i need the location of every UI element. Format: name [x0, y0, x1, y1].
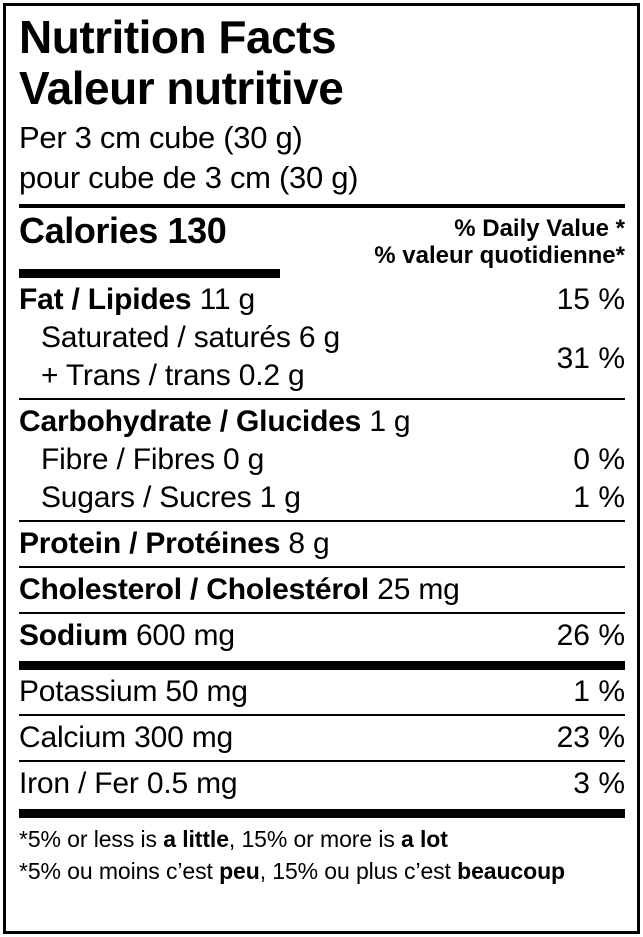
rule-below-calories — [19, 269, 280, 278]
cholesterol-name: Cholesterol / Cholestérol — [19, 573, 370, 606]
trans-amount: 0.2 g — [238, 359, 305, 392]
cholesterol-amount: 25 mg — [377, 573, 460, 606]
iron-label: Iron / Fer 0.5 mg — [19, 765, 238, 803]
nutrient-row-sodium: Sodium 600 mg 26 % — [19, 617, 625, 655]
fibre-label: Fibre / Fibres 0 g — [41, 441, 264, 479]
iron-daily-value: 3 % — [573, 767, 625, 800]
trans-label: + Trans / trans 0.2 g — [41, 357, 305, 395]
footnote-en-bold2: a lot — [401, 826, 448, 852]
sodium-name: Sodium — [19, 619, 128, 652]
nutrient-row-saturated: Saturated / saturés 6 g — [19, 319, 557, 357]
nutrient-row-potassium: Potassium 50 mg 1 % — [19, 673, 625, 711]
calcium-daily-value: 23 % — [556, 721, 625, 754]
protein-name: Protein / Protéines — [19, 527, 281, 560]
sugars-label: Sugars / Sucres 1 g — [41, 479, 301, 517]
carbohydrate-amount: 1 g — [369, 405, 411, 438]
rule-above-cholesterol — [19, 566, 625, 568]
protein-amount: 8 g — [288, 527, 330, 560]
rule-above-sodium — [19, 612, 625, 614]
saturated-name: Saturated / saturés — [41, 321, 291, 354]
sodium-label: Sodium 600 mg — [19, 617, 235, 655]
saturated-label: Saturated / saturés 6 g — [41, 319, 340, 357]
nutrient-row-sugars: Sugars / Sucres 1 g 1 % — [19, 479, 625, 517]
potassium-amount: 50 mg — [165, 675, 248, 708]
calcium-amount: 300 mg — [134, 721, 233, 754]
nutrient-row-carbohydrate: Carbohydrate / Glucides 1 g — [19, 403, 625, 441]
iron-name: Iron / Fer — [19, 767, 139, 800]
carbohydrate-label: Carbohydrate / Glucides 1 g — [19, 403, 411, 441]
footnote-fr-part2: , 15% ou plus c’est — [259, 858, 458, 884]
rule-major-after-sodium — [19, 661, 625, 670]
saturated-amount: 6 g — [298, 321, 340, 354]
nutrient-row-fat: Fat / Lipides 11 g — [19, 281, 557, 319]
serving-size-french: pour cube de 3 cm (30 g) — [19, 160, 359, 195]
rule-above-calcium — [19, 714, 625, 716]
serving-size-english: Per 3 cm cube (30 g) — [19, 120, 303, 155]
nutrient-row-calcium: Calcium 300 mg 23 % — [19, 719, 625, 757]
fibre-name: Fibre / Fibres — [41, 443, 215, 476]
calcium-name: Calcium — [19, 721, 126, 754]
daily-value-header-english: % Daily Value * — [454, 215, 625, 242]
footnote-fr-bold2: beaucoup — [457, 858, 565, 884]
trans-name: + Trans / trans — [41, 359, 231, 392]
daily-value-header: % Daily Value * % valeur quotidienne* — [374, 210, 625, 269]
rule-above-iron — [19, 760, 625, 762]
protein-label: Protein / Protéines 8 g — [19, 525, 330, 563]
carbohydrate-name: Carbohydrate / Glucides — [19, 405, 362, 438]
sodium-amount: 600 mg — [135, 619, 235, 652]
fibre-daily-value: 0 % — [573, 443, 625, 476]
iron-amount: 0.5 mg — [146, 767, 238, 800]
footnote-french: *5% ou moins c’est peu, 15% ou plus c’es… — [19, 855, 625, 887]
potassium-name: Potassium — [19, 675, 158, 708]
fibre-amount: 0 g — [223, 443, 265, 476]
panel-title-english: Nutrition Facts — [19, 11, 337, 63]
fat-daily-value: 15 % — [556, 283, 625, 316]
sugars-name: Sugars / Sucres — [41, 481, 252, 514]
fat-label: Fat / Lipides 11 g — [19, 281, 255, 319]
rule-above-footnotes — [19, 809, 625, 818]
fat-amount: 11 g — [199, 283, 256, 316]
rule-above-carbohydrate — [19, 398, 625, 400]
fat-name: Fat / Lipides — [19, 283, 192, 316]
footnote-en-part2: , 15% or more is — [228, 826, 402, 852]
sugars-amount: 1 g — [259, 481, 301, 514]
nutrient-row-protein: Protein / Protéines 8 g — [19, 525, 625, 563]
saturated-trans-daily-value: 31 % — [556, 342, 625, 375]
rule-above-calories — [19, 204, 625, 208]
cholesterol-label: Cholesterol / Cholestérol 25 mg — [19, 571, 460, 609]
footnote-fr-bold1: peu — [219, 858, 260, 884]
nutrient-row-cholesterol: Cholesterol / Cholestérol 25 mg — [19, 571, 625, 609]
nutrient-row-fibre: Fibre / Fibres 0 g 0 % — [19, 441, 625, 479]
potassium-label: Potassium 50 mg — [19, 673, 248, 711]
nutrient-row-iron: Iron / Fer 0.5 mg 3 % — [19, 765, 625, 803]
footnote-en-part1: *5% or less is — [19, 826, 164, 852]
calcium-label: Calcium 300 mg — [19, 719, 233, 757]
sugars-daily-value: 1 % — [573, 481, 625, 514]
footnote-en-bold1: a little — [163, 826, 229, 852]
calories-label: Calories 130 — [19, 210, 227, 251]
nutrient-row-trans: + Trans / trans 0.2 g — [19, 357, 557, 395]
panel-title-french: Valeur nutritive — [19, 62, 344, 114]
footnote-english: *5% or less is a little, 15% or more is … — [19, 818, 625, 855]
footnote-fr-part1: *5% ou moins c’est — [19, 858, 220, 884]
fat-group: Fat / Lipides 11 g Saturated / saturés 6… — [19, 281, 625, 395]
potassium-daily-value: 1 % — [573, 675, 625, 708]
sodium-daily-value: 26 % — [556, 619, 625, 652]
daily-value-header-french: % valeur quotidienne* — [374, 242, 625, 269]
calories-row: Calories 130 % Daily Value * % valeur qu… — [19, 208, 625, 269]
rule-above-protein — [19, 520, 625, 522]
